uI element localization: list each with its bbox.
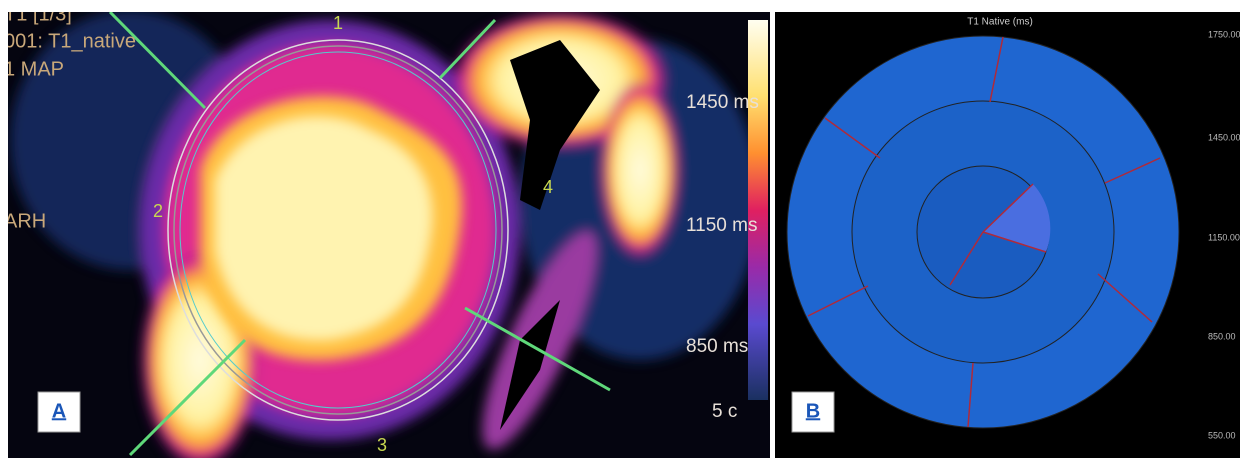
- scale-label: 1450 ms: [686, 92, 759, 113]
- panel-a: T1 [1/3] 001: T1_native 1 MAP ARH 1 2 3 …: [4, 3, 770, 458]
- segment-number: 4: [543, 177, 553, 197]
- overlay-text: ARH: [4, 210, 46, 232]
- scale-label: 850.00: [1208, 331, 1236, 341]
- scale-label: 850 ms: [686, 336, 748, 357]
- corner-text: 5 c: [712, 401, 737, 422]
- scale-label: 1450.00: [1208, 132, 1240, 142]
- panel-label: B: [806, 400, 820, 422]
- scale-label: 1750.00: [1208, 29, 1240, 39]
- overlay-text: 1 MAP: [4, 58, 64, 80]
- chart-title: T1 Native (ms): [967, 17, 1033, 28]
- overlay-text: 001: T1_native: [4, 30, 136, 52]
- figure: T1 [1/3] 001: T1_native 1 MAP ARH 1 2 3 …: [0, 0, 1240, 458]
- segment-number: 1: [333, 13, 343, 33]
- overlay-text: T1 [1/3]: [4, 3, 72, 25]
- panel-b: T1 Native (ms) 1750.00 1450.00 1150.00 8…: [775, 12, 1240, 458]
- scale-label: 1150.00: [1208, 232, 1240, 242]
- segment-number: 3: [377, 435, 387, 455]
- scale-label: 550.00: [1208, 430, 1236, 440]
- segment-number: 2: [153, 201, 163, 221]
- scale-label: 1150 ms: [686, 215, 757, 236]
- panel-label: A: [52, 400, 66, 422]
